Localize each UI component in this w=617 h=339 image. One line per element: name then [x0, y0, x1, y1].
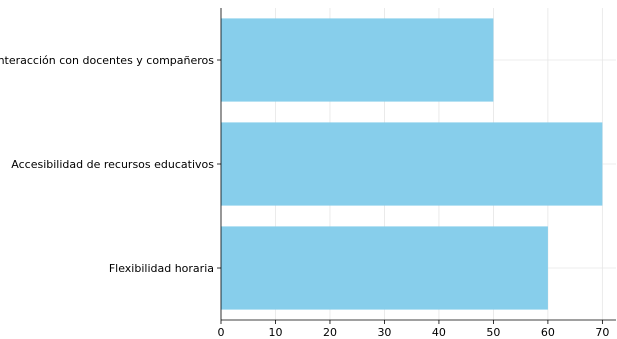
category-label: Flexibilidad horaria — [109, 262, 214, 275]
category-label: Accesibilidad de recursos educativos — [11, 158, 214, 171]
x-tick-label: 50 — [486, 326, 500, 339]
x-tick-label: 40 — [432, 326, 446, 339]
x-tick-label: 70 — [595, 326, 609, 339]
x-tick-label: 0 — [218, 326, 225, 339]
labels: 0 10 20 30 40 50 60 70 Flexibilidad horaria Acces… — [0, 54, 609, 339]
axes — [217, 8, 616, 324]
bar — [221, 122, 603, 206]
bar — [221, 226, 548, 310]
x-tick-label: 60 — [541, 326, 555, 339]
category-label: Interacción con docentes y compañeros — [0, 54, 214, 67]
x-tick-label: 30 — [377, 326, 391, 339]
x-tick-label: 10 — [268, 326, 282, 339]
x-tick-label: 20 — [323, 326, 337, 339]
bar — [221, 18, 494, 102]
bars — [221, 18, 603, 310]
